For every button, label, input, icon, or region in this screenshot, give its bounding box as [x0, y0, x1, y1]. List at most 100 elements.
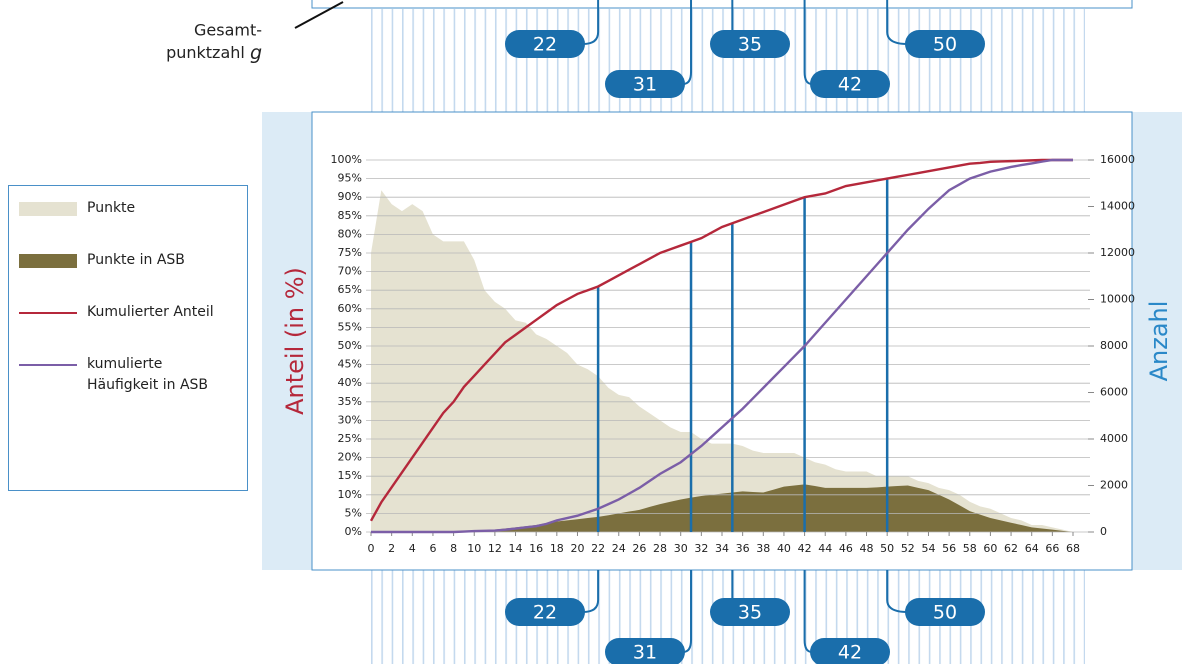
- legend-label: Punkte in ASB: [87, 252, 185, 268]
- y-tick-label: 45%: [338, 358, 362, 371]
- y-tick-label: 85%: [338, 209, 362, 222]
- line: [371, 158, 1073, 534]
- pill: [710, 598, 790, 626]
- y-tick-label: 50%: [338, 339, 362, 352]
- pill-label: 31: [633, 74, 657, 96]
- x-tick-label: 8: [450, 542, 457, 555]
- pill-label: 31: [633, 642, 657, 664]
- x-tick-label: 44: [818, 542, 832, 555]
- x-tick-label: 28: [653, 542, 667, 555]
- legend: Punkte Punkte in ASB Kumulierter Anteil kum…: [8, 185, 248, 491]
- pill: [605, 70, 685, 98]
- legend-swatch: [19, 202, 77, 216]
- x-tick-label: 32: [694, 542, 708, 555]
- x-tick-label: 22: [591, 542, 605, 555]
- x-tick-label: 20: [570, 542, 584, 555]
- pill: [810, 638, 890, 664]
- y-tick-label: 65%: [338, 283, 362, 296]
- x-tick-label: 62: [1004, 542, 1018, 555]
- y-tick-label: 25%: [338, 432, 362, 445]
- y2-tick-label: 6000: [1100, 386, 1128, 399]
- y-tick-label: 30%: [338, 413, 362, 426]
- pill-label: 22: [533, 602, 557, 624]
- pill-label: 42: [838, 74, 862, 96]
- y-tick-label: 55%: [338, 320, 362, 333]
- y-tick-label: 10%: [338, 488, 362, 501]
- x-tick-label: 36: [736, 542, 750, 555]
- x-tick-label: 42: [798, 542, 812, 555]
- y2-tick-label: 10000: [1100, 293, 1135, 306]
- y-axis-label: Anteil (in %): [281, 267, 309, 415]
- y2-axis-label: Anzahl: [1145, 301, 1173, 382]
- y-tick-label: 75%: [338, 246, 362, 259]
- legend-item: kumulierte Häufigkeit in ASB: [19, 354, 237, 396]
- y-tick-label: 40%: [338, 376, 362, 389]
- x-tick-label: 0: [368, 542, 375, 555]
- area: [371, 190, 1073, 532]
- pill-label: 42: [838, 642, 862, 664]
- y2-tick-label: 14000: [1100, 200, 1135, 213]
- x-tick-label: 56: [942, 542, 956, 555]
- annotation-text: punktzahl: [166, 43, 245, 62]
- pill: [605, 638, 685, 664]
- pill: [905, 598, 985, 626]
- legend-item: Punkte: [19, 198, 237, 219]
- y-tick-label: 70%: [338, 265, 362, 278]
- x-tick-label: 6: [429, 542, 436, 555]
- pill: [505, 30, 585, 58]
- y2-tick-label: 12000: [1100, 246, 1135, 259]
- pill: [905, 30, 985, 58]
- y-tick-label: 90%: [338, 190, 362, 203]
- y-tick-label: 0%: [345, 525, 362, 538]
- top-stripes: [371, 9, 1085, 112]
- x-tick-label: 14: [509, 542, 523, 555]
- y-tick-label: 60%: [338, 302, 362, 315]
- x-tick-label: 4: [409, 542, 416, 555]
- x-tick-label: 60: [983, 542, 997, 555]
- legend-swatch: [19, 254, 77, 268]
- y-tick-label: 100%: [331, 153, 362, 166]
- annotation: Gesamt-: [194, 21, 262, 40]
- pill-connector: [582, 0, 600, 45]
- top-frame: [311, 0, 1133, 9]
- x-tick-label: 40: [777, 542, 791, 555]
- x-tick-label: 48: [860, 542, 874, 555]
- x-tick-label: 66: [1045, 542, 1059, 555]
- area: [371, 484, 1073, 532]
- y2-tick-label: 16000: [1100, 153, 1135, 166]
- y-tick-label: 20%: [338, 451, 362, 464]
- x-tick-label: 12: [488, 542, 502, 555]
- x-tick-label: 38: [756, 542, 770, 555]
- x-tick-label: 34: [715, 542, 729, 555]
- y-tick-label: 15%: [338, 469, 362, 482]
- y2-tick-label: 4000: [1100, 432, 1128, 445]
- line: [369, 158, 1073, 522]
- y-tick-label: 5%: [345, 506, 362, 519]
- pill-label: 22: [533, 34, 557, 56]
- x-tick-label: 18: [550, 542, 564, 555]
- legend-swatch: [19, 364, 77, 366]
- legend-swatch: [19, 312, 77, 314]
- pill-label: 50: [933, 34, 957, 56]
- x-tick-label: 10: [467, 542, 481, 555]
- x-tick-label: 24: [612, 542, 626, 555]
- x-tick-label: 26: [632, 542, 646, 555]
- x-tick-label: 68: [1066, 542, 1080, 555]
- x-tick-label: 46: [839, 542, 853, 555]
- pill: [810, 70, 890, 98]
- x-tick-label: 16: [529, 542, 543, 555]
- legend-label: Punkte: [87, 200, 136, 216]
- pill: [710, 30, 790, 58]
- pill-connector: [886, 570, 908, 613]
- x-tick-label: 30: [674, 542, 688, 555]
- pill: [505, 598, 585, 626]
- y-tick-label: 95%: [338, 172, 362, 185]
- legend-label: Kumulierter Anteil: [87, 304, 214, 320]
- x-tick-label: 50: [880, 542, 894, 555]
- legend-item: Kumulierter Anteil: [19, 302, 237, 323]
- x-tick-label: 52: [901, 542, 915, 555]
- legend-label: kumulierte Häufigkeit in ASB: [87, 356, 209, 393]
- annotation: punktzahl g: [166, 42, 262, 64]
